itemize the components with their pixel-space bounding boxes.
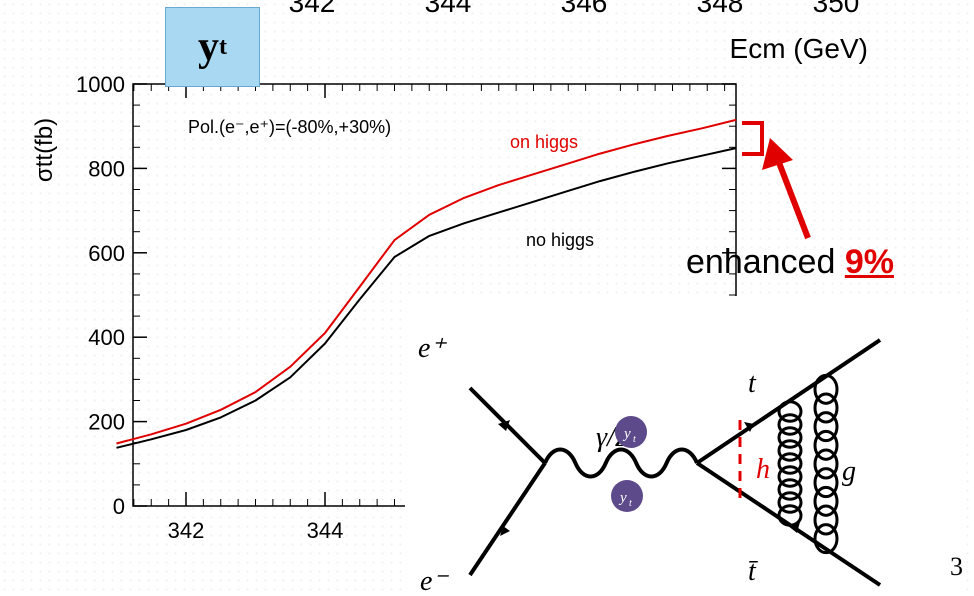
- gluon-coil: [813, 392, 839, 424]
- enhancement-arrow: [762, 138, 811, 240]
- e-plus-label: e⁺: [418, 333, 447, 364]
- x-tick-label: 344: [307, 518, 344, 543]
- series-line: [116, 147, 737, 449]
- badge-main: y: [198, 24, 219, 70]
- y-tick-label: 0: [113, 494, 125, 519]
- y-tick-label: 400: [88, 325, 125, 350]
- coupling-vertex-upper: y t: [615, 416, 647, 448]
- y-axis-label: σtt(fb): [31, 118, 58, 182]
- boson-propagator: [543, 447, 699, 479]
- top-tick-label: 348: [697, 0, 744, 18]
- gluon-coil: [777, 400, 803, 423]
- gluon-coil: [777, 504, 803, 527]
- enhancement-bracket: [742, 121, 764, 156]
- coupling-vertex-lower: y t: [611, 480, 643, 512]
- gluon-coil: [777, 452, 803, 475]
- y-tick-label: 1000: [76, 72, 125, 97]
- gluon-line: [777, 400, 803, 527]
- y-tick-label: 600: [88, 241, 125, 266]
- coupling-sub-label: t: [629, 498, 632, 509]
- gluon-coil: [777, 478, 803, 501]
- top-axis: 342 344 346 348 350 Ecm (GeV): [289, 0, 868, 64]
- e-minus-label: e⁻: [420, 566, 449, 596]
- gluon-coil: [813, 448, 839, 480]
- series-lines: [116, 118, 737, 449]
- top-axis-label: Ecm (GeV): [730, 33, 868, 64]
- coupling-label: y: [622, 426, 631, 442]
- gluon-coil: [777, 426, 803, 449]
- gluon-coil: [813, 523, 839, 555]
- top-label: t: [748, 368, 757, 399]
- electron-line: [468, 461, 547, 577]
- series-line: [116, 118, 737, 445]
- enhancement-value: 9%: [844, 243, 894, 281]
- enhancement-callout: enhanced 9%: [686, 243, 894, 282]
- no-higgs-label: no higgs: [526, 230, 594, 250]
- gluon-coil: [813, 467, 839, 499]
- top-tick-label: 344: [425, 0, 472, 18]
- gluon-coil: [813, 429, 839, 461]
- gluon-coil: [777, 413, 803, 436]
- top-tick-label: 350: [813, 0, 860, 18]
- x-tick-label: 342: [168, 518, 205, 543]
- page-number: 3: [950, 552, 963, 581]
- gluon-coil: [777, 439, 803, 462]
- gluon-coil: [777, 491, 803, 514]
- on-higgs-label: on higgs: [510, 132, 578, 152]
- gluon-coil: [813, 485, 839, 517]
- gluon-coil: [813, 411, 839, 443]
- coupling-sub-label: t: [633, 434, 636, 445]
- top-tick-label: 346: [561, 0, 608, 18]
- y-axis: 0 200 400 600 800 1000: [76, 72, 736, 519]
- y-tick-label: 800: [88, 156, 125, 181]
- gluon-coil: [777, 465, 803, 488]
- y-tick-label: 200: [88, 410, 125, 435]
- feynman-diagram: e⁺ e⁻ γ/Z* t t̄ h g y t y t: [405, 296, 965, 596]
- diagram-background: [405, 296, 965, 596]
- gluon-coil: [813, 504, 839, 536]
- coupling-label: y: [618, 490, 627, 506]
- top-tick-label: 342: [289, 0, 336, 18]
- gluon-coil: [813, 373, 839, 405]
- higgs-label: h: [756, 454, 770, 485]
- gluon-label: g: [842, 456, 856, 487]
- badge-sub: t: [219, 33, 227, 60]
- antitop-label: t̄: [748, 556, 758, 587]
- polarization-label: Pol.(e⁻,e⁺)=(-80%,+30%): [188, 117, 391, 137]
- enhancement-label: enhanced: [686, 243, 845, 281]
- gluon-line: [813, 373, 839, 555]
